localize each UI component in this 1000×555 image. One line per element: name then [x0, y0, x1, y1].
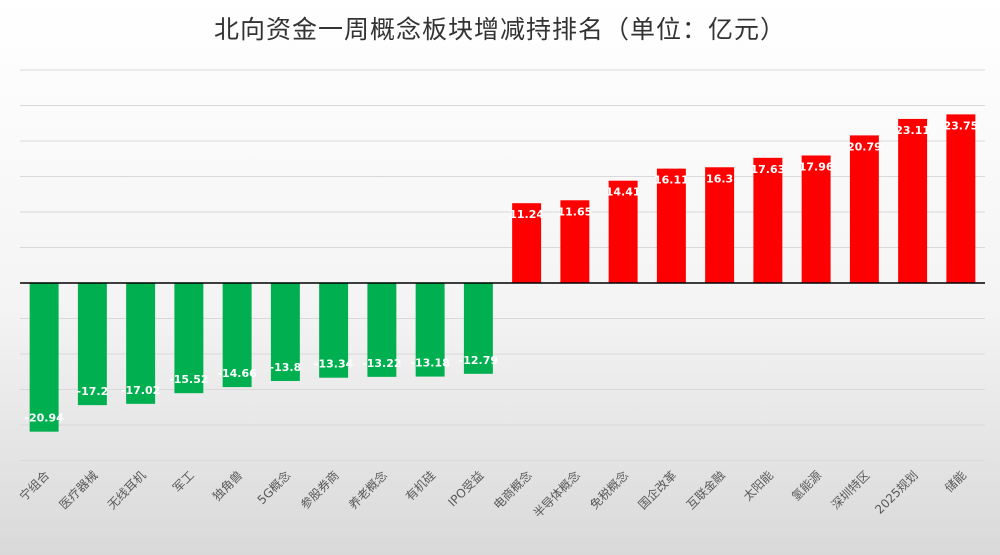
bar [656, 168, 686, 283]
x-tick-label: 深圳特区 [828, 468, 873, 513]
bar [946, 114, 976, 283]
x-tick-label: 互联金融 [683, 468, 728, 513]
data-label: 11.24 [509, 208, 544, 221]
data-label: 20.79 [847, 140, 882, 153]
bar [319, 283, 349, 378]
x-tick-label: 5G概念 [254, 468, 294, 508]
x-tick-label: 免税概念 [587, 468, 632, 513]
x-tick-label: 2025规划 [872, 468, 921, 517]
x-tick-label: 医疗器械 [56, 468, 101, 513]
data-label: -13.18 [410, 357, 449, 370]
x-tick-label: 储能 [941, 468, 969, 496]
data-label: -12.79 [459, 354, 498, 367]
data-label: 23.75 [943, 119, 978, 132]
bar [174, 283, 204, 394]
bar [463, 283, 493, 374]
x-tick-label: 氢能源 [788, 468, 824, 504]
x-tick-label: 养老概念 [345, 468, 390, 513]
data-label: 16.3 [706, 172, 733, 185]
x-tick-label: 国企改革 [635, 468, 680, 513]
bar [753, 157, 783, 283]
bar [560, 200, 590, 283]
data-label: 14.41 [606, 186, 641, 199]
x-tick-label: 电商概念 [490, 468, 535, 513]
x-tick-label: 军工 [170, 468, 197, 495]
bar [367, 283, 397, 377]
x-tick-label: 半导体概念 [530, 468, 583, 521]
data-label: 17.63 [750, 163, 785, 176]
bar [849, 135, 879, 283]
data-label: -17.2 [77, 385, 109, 398]
bar [801, 155, 831, 283]
bar [512, 203, 542, 283]
chart-title: 北向资金一周概念板块增减持排名（单位：亿元） [213, 15, 786, 44]
bar [415, 283, 445, 377]
data-label: -13.34 [314, 358, 354, 371]
bar [270, 283, 300, 381]
data-label: 11.65 [557, 205, 592, 218]
bar [77, 283, 107, 406]
x-tick-label: 无线耳机 [105, 468, 149, 512]
x-tick-label: 参股券商 [297, 468, 342, 513]
bar [126, 283, 156, 404]
bar [29, 283, 59, 432]
data-label: -15.52 [169, 373, 208, 386]
x-tick-label: IPO受益 [445, 468, 486, 509]
x-tick-label: 独角兽 [210, 468, 245, 503]
data-label: -20.94 [24, 412, 64, 425]
x-tick-label: 太阳能 [740, 468, 776, 504]
bar [222, 283, 252, 388]
bar [705, 167, 735, 283]
data-label: -13.8 [270, 361, 302, 374]
data-label: 17.96 [799, 160, 834, 173]
data-label: 16.11 [654, 174, 689, 187]
bar [898, 118, 928, 283]
x-tick-label: 宁组合 [16, 468, 52, 504]
data-label: -13.22 [362, 357, 401, 370]
data-label: -14.66 [217, 367, 257, 380]
data-label: 23.11 [895, 124, 930, 137]
data-label: -17.02 [121, 384, 160, 397]
bar [608, 180, 638, 283]
x-tick-label: 有机硅 [403, 468, 438, 503]
